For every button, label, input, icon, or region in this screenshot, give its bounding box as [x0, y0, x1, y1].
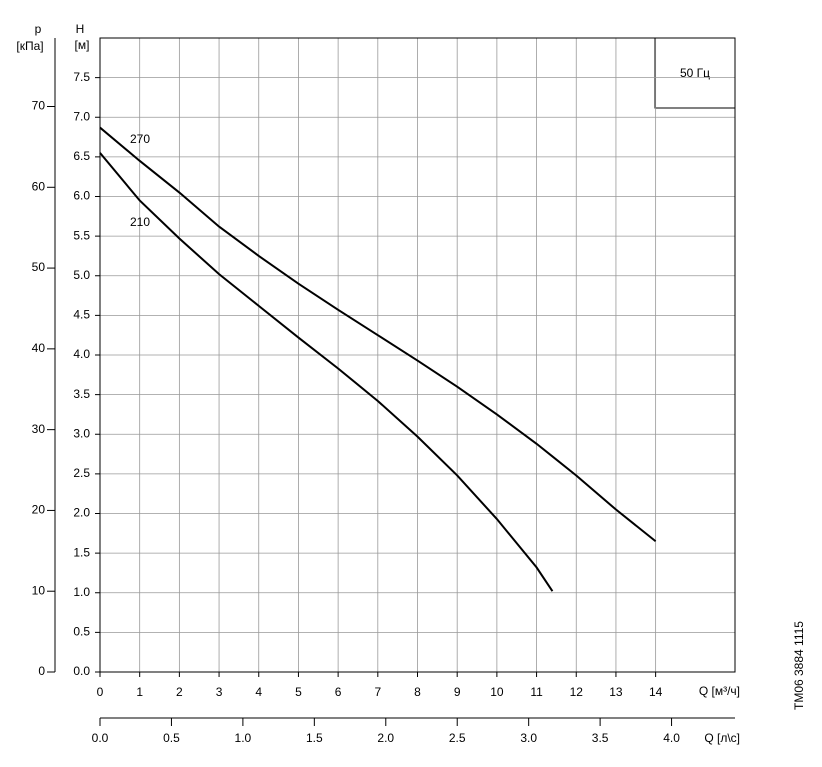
curve [99, 152, 554, 592]
y-tick-label: 6.5 [73, 149, 90, 163]
p-label: p [35, 22, 42, 36]
curve-label: 210 [130, 215, 150, 229]
x-tick-label: 4 [255, 685, 262, 699]
y2-tick-label: 30 [32, 422, 46, 436]
curve-label: 270 [130, 132, 150, 146]
annotation: 50 Гц [680, 66, 710, 80]
h-unit: [м] [75, 38, 90, 52]
x2-tick-label: 0.5 [163, 731, 180, 745]
x-tick-label: 14 [649, 685, 663, 699]
y-tick-label: 1.0 [73, 585, 90, 599]
x2-tick-label: 2.0 [377, 731, 394, 745]
y2-tick-label: 50 [32, 260, 46, 274]
y-tick-label: 4.0 [73, 347, 90, 361]
x-tick-label: 2 [176, 685, 183, 699]
x-tick-label: 11 [530, 685, 543, 699]
x-tick-label: 0 [97, 685, 104, 699]
x-tick-label: 13 [609, 685, 623, 699]
x-tick-label: 12 [570, 685, 584, 699]
x2-tick-label: 2.5 [449, 731, 466, 745]
y2-tick-label: 70 [32, 99, 46, 113]
x2-tick-label: 4.0 [663, 731, 680, 745]
x2-tick-label: 0.0 [92, 731, 109, 745]
y2-tick-label: 40 [32, 341, 46, 355]
x2-tick-label: 3.0 [520, 731, 537, 745]
h-label: H [76, 22, 85, 36]
x-tick-label: 5 [295, 685, 302, 699]
x-tick-label: 10 [490, 685, 504, 699]
x-tick-label: 6 [335, 685, 342, 699]
y-tick-label: 6.0 [73, 189, 90, 203]
x2-tick-label: 1.5 [306, 731, 323, 745]
x-tick-label: 8 [414, 685, 421, 699]
x-tick-label: 1 [136, 685, 143, 699]
x-label: Q [м³/ч] [699, 684, 740, 698]
x2-label: Q [л\с] [704, 731, 740, 745]
x-tick-label: 7 [374, 685, 381, 699]
y2-tick-label: 20 [32, 503, 46, 517]
y-tick-label: 3.5 [73, 387, 90, 401]
plot-frame [99, 37, 736, 673]
y-tick-label: 1.5 [73, 545, 90, 559]
y-tick-label: 4.5 [73, 308, 90, 322]
x-tick-label: 3 [216, 685, 223, 699]
annotation-box [654, 37, 736, 109]
y-tick-label: 5.0 [73, 268, 90, 282]
y2-tick-label: 10 [32, 583, 46, 597]
p-unit: [кПа] [16, 39, 43, 53]
y2-tick-label: 0 [38, 664, 45, 678]
y2-tick-label: 60 [32, 179, 46, 193]
y-tick-label: 3.0 [73, 426, 90, 440]
y-tick-label: 7.5 [73, 70, 90, 84]
x2-tick-label: 1.0 [235, 731, 252, 745]
curve [99, 126, 657, 543]
y-tick-label: 2.0 [73, 506, 90, 520]
y-tick-label: 0.5 [73, 625, 90, 639]
x2-tick-label: 3.5 [592, 731, 609, 745]
y-tick-label: 2.5 [73, 466, 90, 480]
y-tick-label: 7.0 [73, 109, 90, 123]
y-tick-label: 0.0 [73, 664, 90, 678]
code: TM06 3884 1115 [792, 621, 806, 710]
y-tick-label: 5.5 [73, 228, 90, 242]
x-tick-label: 9 [454, 685, 461, 699]
